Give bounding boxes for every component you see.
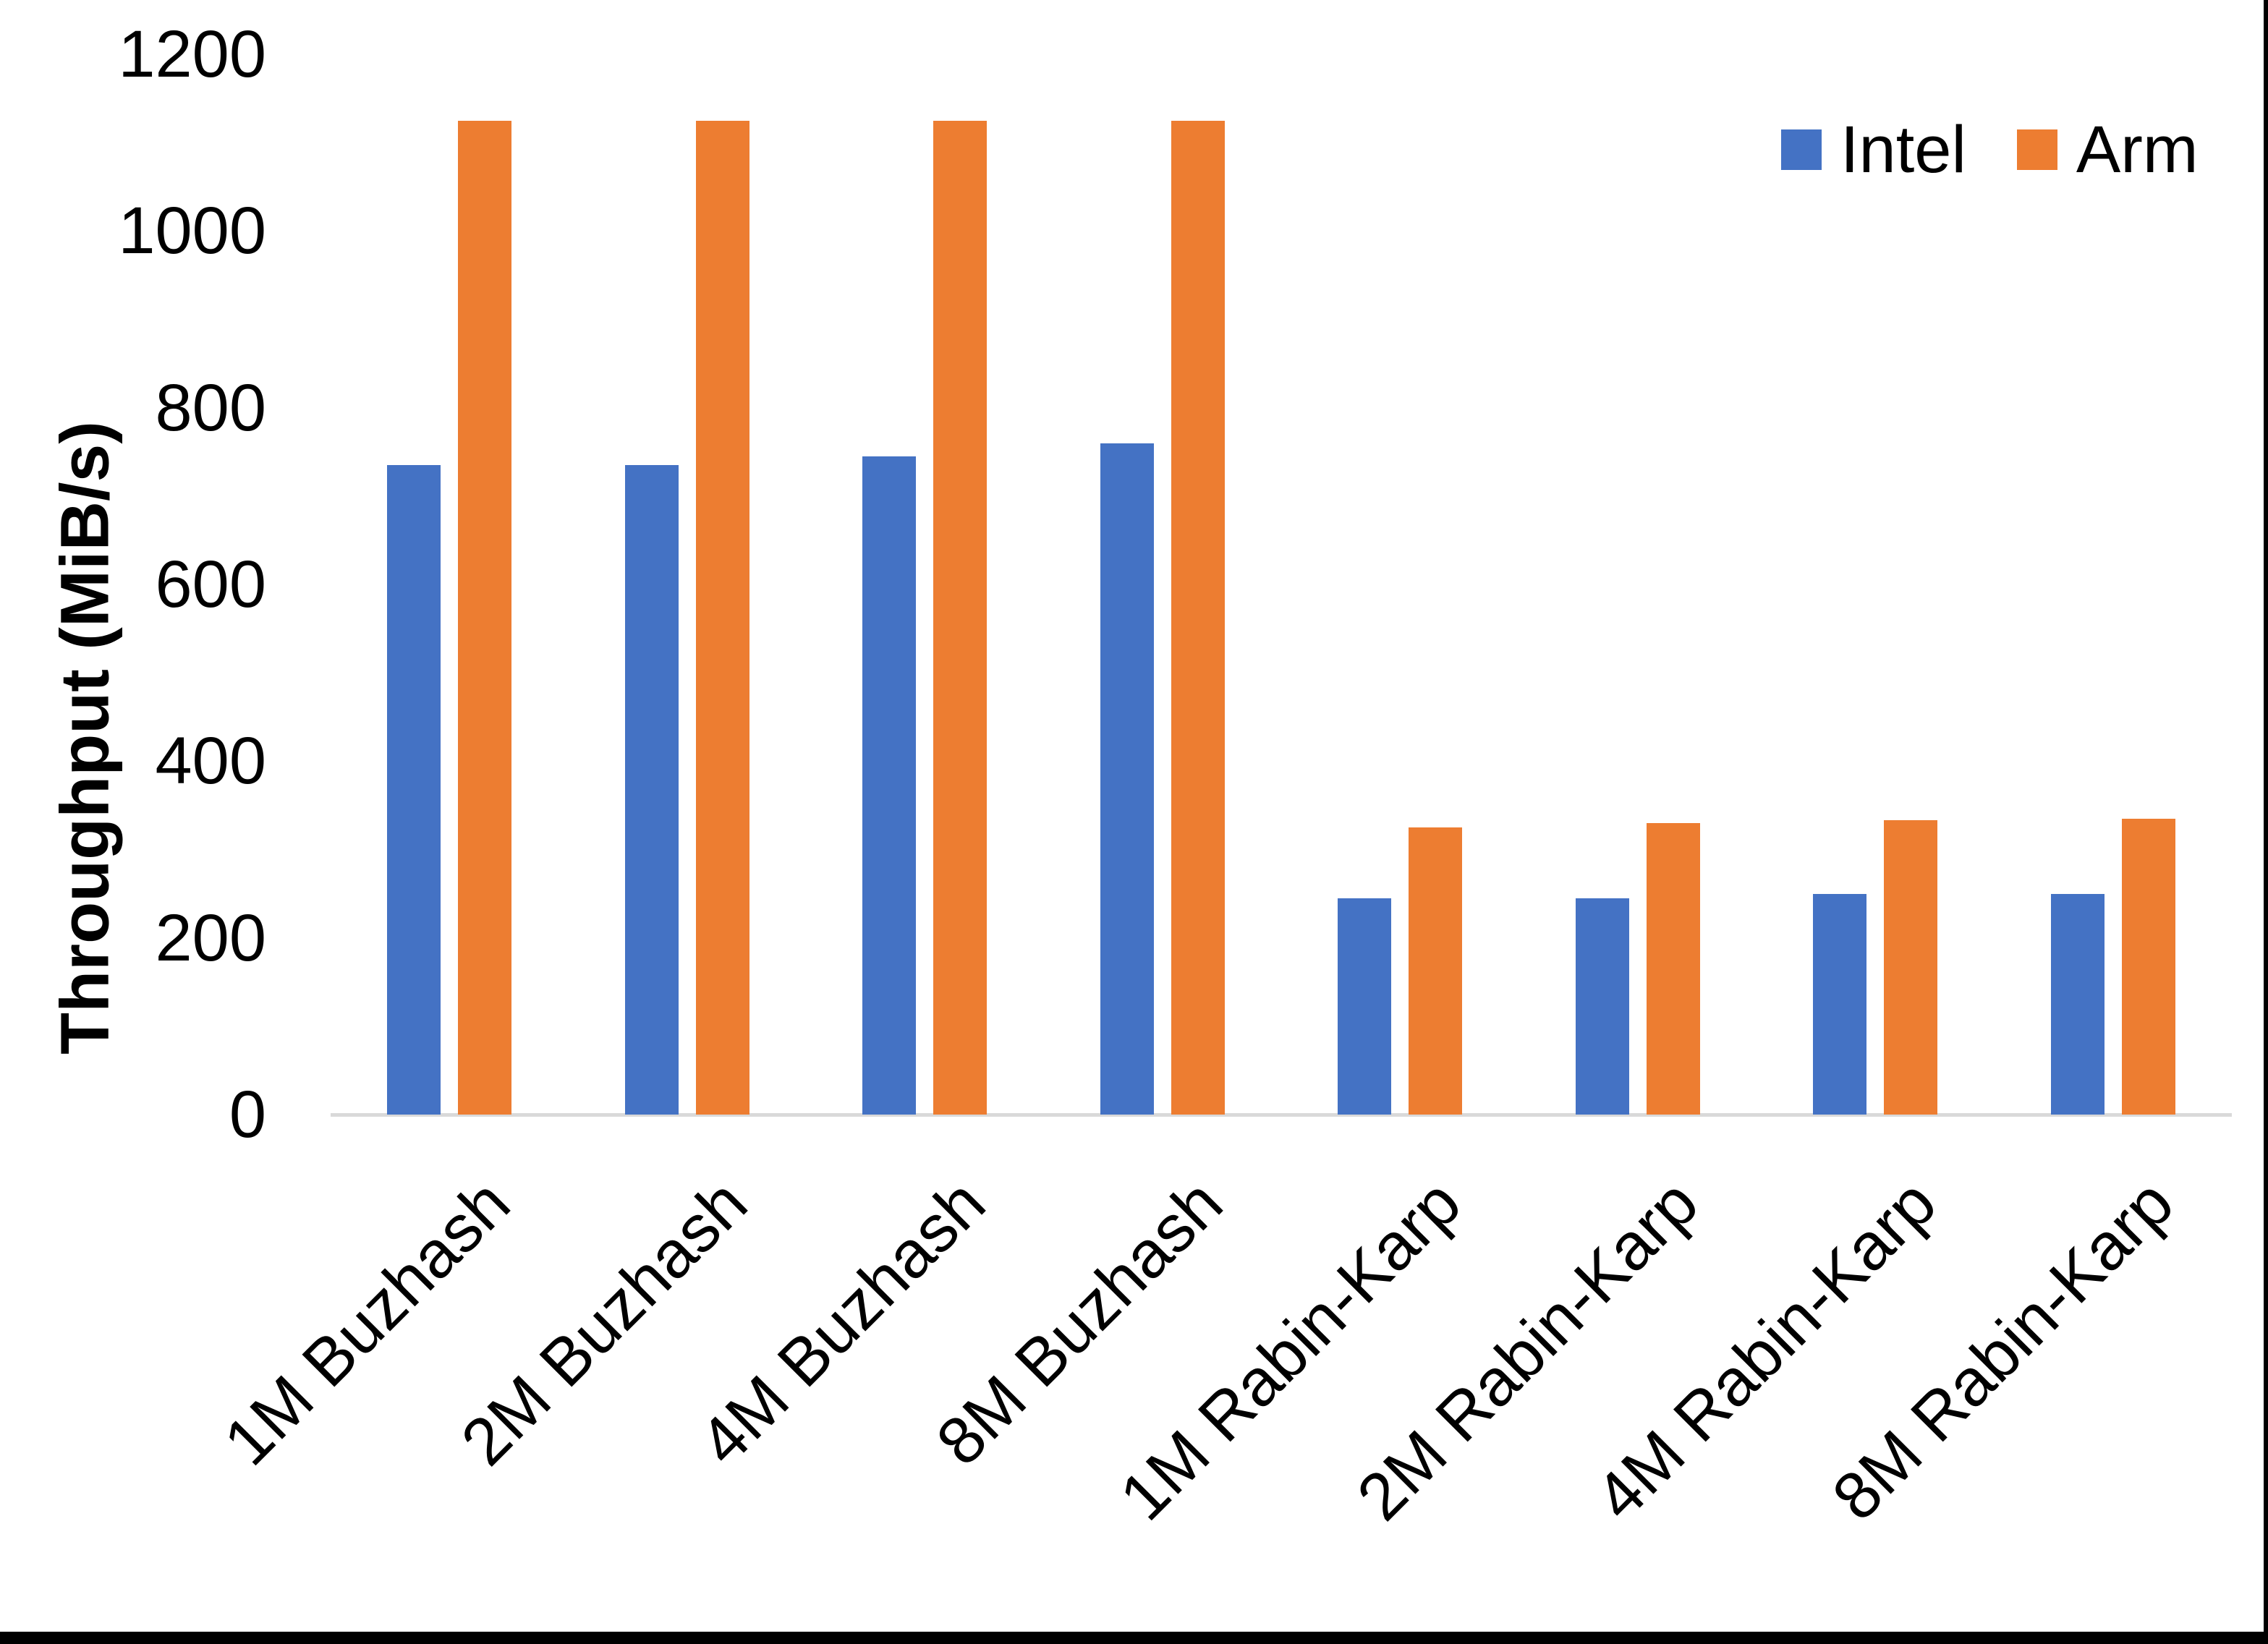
y-tick-label-600: 600: [155, 548, 267, 621]
bar-intel-1m-rabin-karp: [1338, 898, 1392, 1115]
legend: Intel Arm: [1781, 110, 2199, 189]
bar-arm-2m-rabin-karp: [1646, 822, 1700, 1115]
bar-arm-2m-buzhash: [695, 120, 749, 1115]
bar-arm-1m-buzhash: [458, 120, 512, 1115]
bar-intel-1m-buzhash: [387, 465, 441, 1115]
bar-arm-4m-buzhash: [933, 120, 988, 1115]
y-tick-label-200: 200: [155, 900, 267, 975]
legend-swatch-arm: [2016, 129, 2057, 170]
y-tick-label-400: 400: [155, 724, 267, 798]
y-tick-label-1200: 1200: [118, 17, 266, 91]
bar-arm-4m-rabin-karp: [1884, 820, 1938, 1115]
figure-bottom-border: [0, 1632, 2268, 1644]
bar-intel-2m-buzhash: [624, 465, 679, 1115]
figure-right-border: [2264, 0, 2268, 1644]
y-tick-label-1000: 1000: [118, 194, 266, 268]
legend-label-intel: Intel: [1840, 112, 1966, 187]
y-tick-label-800: 800: [155, 370, 267, 445]
bar-arm-8m-buzhash: [1171, 120, 1225, 1115]
y-tick-label-0: 0: [229, 1078, 266, 1151]
bar-arm-8m-rabin-karp: [2121, 818, 2175, 1115]
legend-label-arm: Arm: [2076, 112, 2199, 187]
bar-intel-2m-rabin-karp: [1575, 898, 1629, 1115]
legend-swatch-intel: [1781, 129, 1822, 170]
bar-intel-8m-buzhash: [1100, 443, 1154, 1115]
bar-intel-8m-rabin-karp: [2050, 893, 2105, 1115]
legend-item-intel: Intel: [1781, 112, 1966, 188]
bar-arm-1m-rabin-karp: [1409, 827, 1463, 1115]
legend-item-arm: Arm: [2016, 112, 2199, 188]
bar-intel-4m-buzhash: [862, 456, 917, 1115]
x-axis-line: [331, 1113, 2232, 1117]
bar-intel-4m-rabin-karp: [1813, 893, 1867, 1115]
